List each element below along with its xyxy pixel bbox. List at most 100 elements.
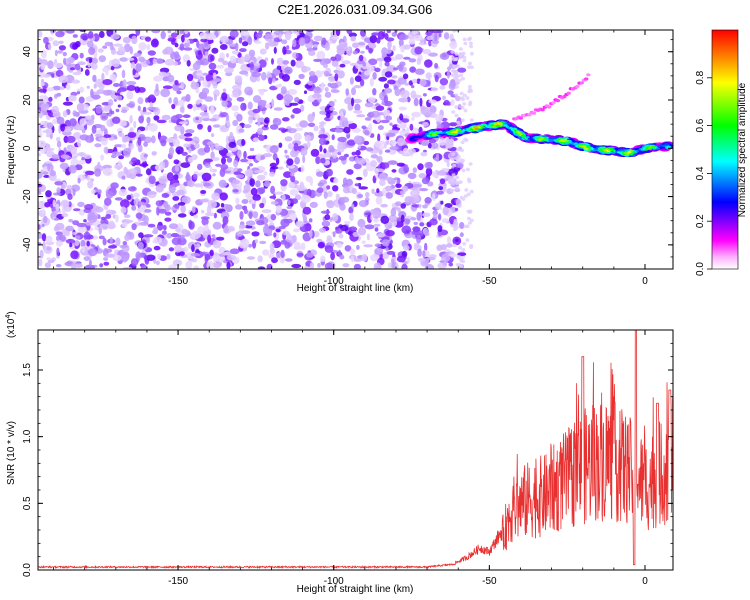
heatmap-noise-blob [144, 209, 152, 213]
heatmap-noise-blob [352, 42, 360, 48]
heatmap-noise-blob [385, 192, 393, 199]
heatmap-noise-blob [413, 97, 419, 107]
heatmap-noise-blob [60, 154, 70, 159]
heatmap-noise-blob [293, 132, 302, 141]
heatmap-noise-blob [455, 95, 461, 102]
heatmap-noise-blob [403, 44, 411, 50]
heatmap-noise-blob [269, 162, 277, 168]
heatmap-noise-blob [46, 87, 55, 92]
heatmap-noise-blob [330, 89, 340, 94]
heatmap-noise-blob [387, 160, 398, 165]
heatmap-noise-blob [130, 142, 134, 150]
heatmap-noise-blob [138, 201, 146, 206]
heatmap-noise-blob [102, 45, 108, 49]
heatmap-noise-blob [302, 155, 306, 164]
heatmap-noise-blob [55, 264, 62, 268]
heatmap-noise-blob [381, 236, 390, 241]
heatmap-noise-blob [174, 80, 179, 86]
heatmap-noise-blob [255, 180, 261, 188]
heatmap-noise-blob [386, 30, 391, 34]
heatmap-noise-blob [411, 111, 422, 118]
heatmap-noise-blob [331, 134, 335, 141]
heatmap-noise-blob [257, 127, 263, 135]
heatmap-noise-blob [55, 69, 64, 78]
heatmap-noise-blob [80, 239, 86, 248]
heatmap-noise-blob [467, 216, 471, 221]
heatmap-noise-blob [201, 172, 212, 182]
heatmap-noise-blob [299, 120, 309, 128]
heatmap-noise-blob [329, 106, 335, 111]
heatmap-noise-blob [269, 145, 279, 154]
heatmap-noise-blob [174, 42, 179, 48]
heatmap-noise-blob [365, 192, 370, 198]
colorbar-tick-label: 0.6 [695, 118, 706, 132]
heatmap-noise-blob [432, 193, 436, 201]
heatmap-noise-blob [43, 245, 53, 254]
heatmap-signal-blob [526, 136, 530, 139]
heatmap-noise-blob [329, 82, 339, 89]
heatmap-noise-blob [68, 95, 77, 102]
heatmap-noise-blob [254, 239, 258, 244]
heatmap-noise-blob [228, 141, 237, 148]
heatmap-signal-blob [518, 116, 523, 120]
heatmap-noise-blob [72, 188, 76, 196]
heatmap-noise-blob [105, 253, 115, 258]
heatmap-noise-blob [153, 226, 159, 235]
heatmap-noise-blob [90, 88, 94, 98]
heatmap-noise-blob [178, 121, 188, 125]
heatmap-noise-blob [171, 103, 176, 110]
heatmap-noise-blob [76, 103, 85, 112]
heatmap-noise-blob [238, 128, 245, 133]
heatmap-noise-blob [383, 83, 389, 89]
heatmap-noise-blob [183, 42, 190, 48]
heatmap-noise-blob [300, 104, 305, 112]
heatmap-noise-blob [463, 108, 468, 113]
heatmap-noise-blob [86, 85, 90, 89]
heatmap-noise-blob [465, 167, 470, 172]
heatmap-noise-blob [404, 196, 415, 204]
heatmap-noise-blob [353, 163, 362, 170]
heatmap-noise-blob [411, 30, 419, 35]
heatmap-noise-blob [358, 223, 366, 228]
heatmap-noise-blob [332, 231, 336, 238]
heatmap-signal-blob [543, 136, 547, 139]
heatmap-noise-blob [139, 206, 145, 210]
heatmap-noise-blob [316, 158, 322, 163]
heatmap-noise-blob [456, 147, 460, 152]
y-tick-label: 1.0 [22, 429, 33, 443]
heatmap-noise-blob [204, 253, 211, 261]
heatmap-noise-blob [413, 184, 422, 188]
heatmap-noise-blob [312, 231, 320, 238]
heatmap-noise-blob [156, 119, 167, 124]
heatmap-noise-blob [308, 70, 316, 77]
heatmap-noise-blob [154, 164, 164, 171]
snr-series-line [38, 330, 673, 570]
heatmap-noise-blob [458, 55, 463, 60]
heatmap-noise-blob [469, 189, 474, 194]
heatmap-noise-blob [107, 99, 114, 107]
heatmap-noise-blob [324, 245, 334, 253]
heatmap-noise-blob [422, 121, 429, 127]
heatmap-noise-blob [239, 70, 249, 75]
heatmap-noise-blob [138, 42, 147, 51]
heatmap-noise-blob [147, 106, 157, 111]
heatmap-noise-blob [323, 70, 330, 77]
heatmap-noise-blob [178, 247, 186, 252]
heatmap-noise-blob [302, 66, 311, 72]
heatmap-signal-blob [574, 142, 578, 145]
heatmap-noise-blob [337, 141, 343, 149]
heatmap-noise-blob [412, 167, 417, 173]
heatmap-noise-blob [268, 253, 275, 259]
heatmap-noise-blob [158, 71, 168, 77]
heatmap-noise-blob [356, 244, 360, 250]
heatmap-noise-blob [449, 177, 456, 186]
heatmap-noise-blob [258, 30, 263, 35]
heatmap-noise-blob [200, 104, 208, 112]
heatmap-noise-blob [349, 77, 354, 85]
heatmap-noise-blob [142, 106, 147, 114]
heatmap-signal-blob [555, 99, 560, 103]
heatmap-noise-blob [170, 32, 178, 38]
heatmap-noise-blob [196, 243, 201, 249]
heatmap-noise-blob [336, 242, 343, 248]
heatmap-noise-blob [124, 43, 131, 53]
